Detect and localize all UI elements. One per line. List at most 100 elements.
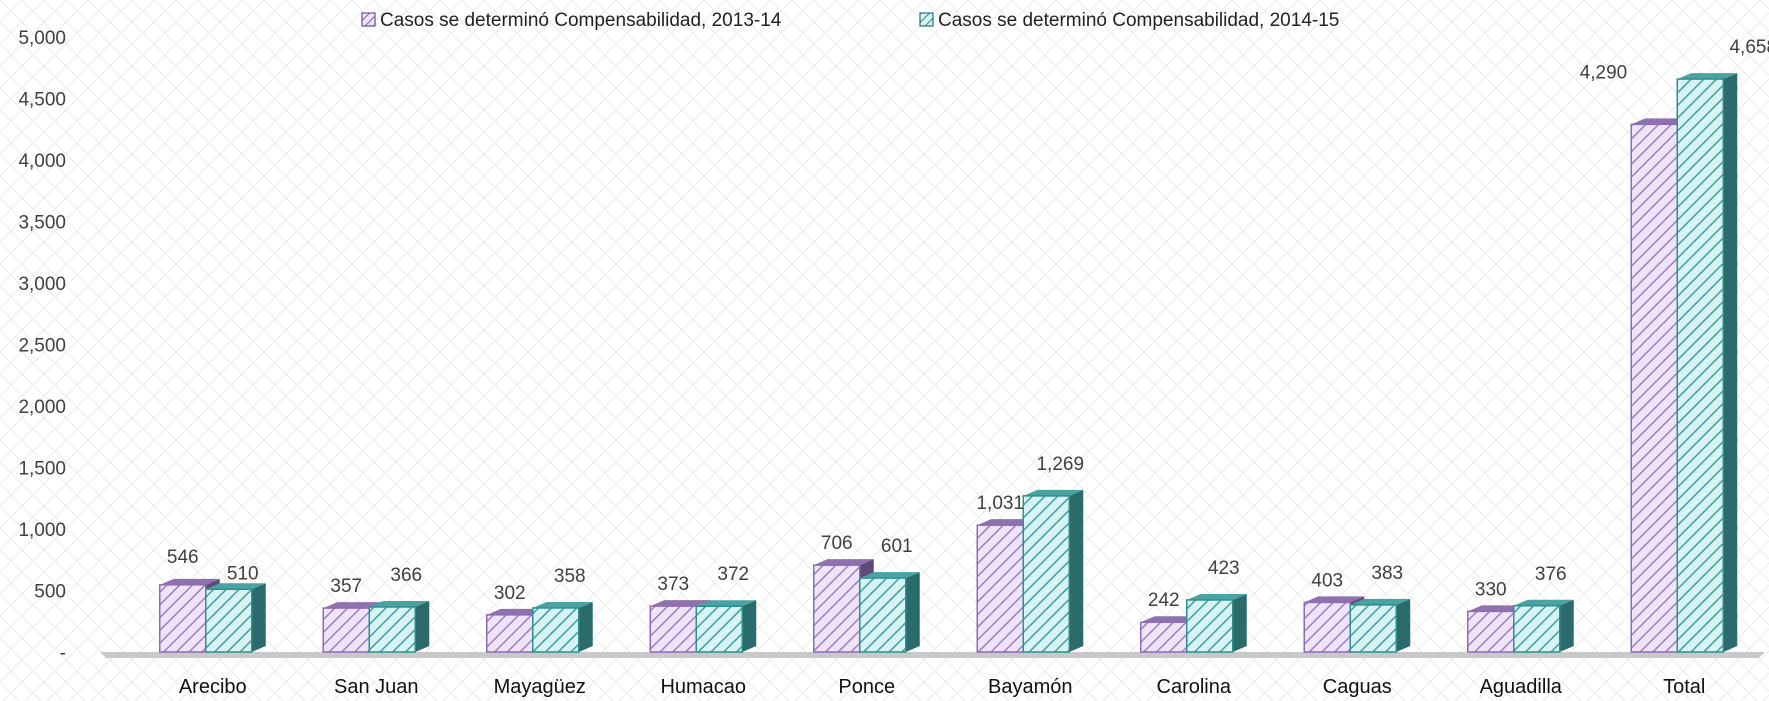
bar-top xyxy=(1467,605,1528,612)
bar xyxy=(205,583,266,653)
bar xyxy=(859,572,920,653)
bar-front xyxy=(1349,604,1397,653)
bar-top xyxy=(977,519,1038,526)
data-label: 366 xyxy=(390,565,422,586)
bar-front xyxy=(322,607,370,653)
bar-side xyxy=(1232,593,1247,652)
data-label: 403 xyxy=(1311,570,1343,591)
bar-top xyxy=(532,601,593,608)
bar-front xyxy=(532,607,580,653)
bar-side xyxy=(251,583,266,652)
bar-side xyxy=(578,601,593,652)
bar-side xyxy=(905,572,920,652)
x-tick-label: Ponce xyxy=(838,676,895,698)
bar-top xyxy=(1186,593,1247,600)
y-tick-label: 4,000 xyxy=(18,151,66,172)
bar-top xyxy=(696,600,757,607)
x-tick-label: Total xyxy=(1663,676,1705,698)
y-tick-label: 500 xyxy=(34,582,66,603)
bar-front xyxy=(486,614,534,653)
y-tick-label: 1,000 xyxy=(18,520,66,541)
bar-top xyxy=(323,602,384,609)
bar-front xyxy=(813,564,861,653)
data-label: 1,031 xyxy=(976,493,1024,514)
bar-side xyxy=(415,600,430,652)
y-tick-label: 2,500 xyxy=(18,336,66,357)
legend-label: Casos se determinó Compensabilidad, 2013… xyxy=(380,10,782,31)
legend-item: Casos se determinó Compensabilidad, 2013… xyxy=(361,10,782,31)
data-label: 423 xyxy=(1208,558,1240,579)
bar-front xyxy=(205,588,253,653)
bar-front xyxy=(1676,78,1724,653)
bar xyxy=(1676,73,1738,653)
bar-top xyxy=(1631,118,1692,125)
bar-side xyxy=(1069,489,1084,652)
bar-top xyxy=(813,559,874,566)
bar-top xyxy=(159,578,220,585)
bar-front xyxy=(1630,123,1678,653)
legend-swatch xyxy=(361,12,376,27)
bar-front xyxy=(1467,610,1515,653)
bar-top xyxy=(1140,616,1201,623)
bar-front xyxy=(1140,621,1188,653)
bar-front xyxy=(695,605,743,653)
data-label: 383 xyxy=(1371,563,1403,584)
x-tick-label: Mayagüez xyxy=(494,676,586,698)
legend-label: Casos se determinó Compensabilidad, 2014… xyxy=(938,10,1339,31)
bar-top xyxy=(1350,598,1411,605)
chart-floor xyxy=(100,652,1765,658)
data-label: 373 xyxy=(657,574,689,595)
data-label: 376 xyxy=(1535,564,1567,585)
y-tick-label: 3,500 xyxy=(18,213,66,234)
bar-top xyxy=(486,608,547,615)
x-tick-label: Bayamón xyxy=(988,676,1073,698)
data-label: 601 xyxy=(881,536,913,557)
data-label: 4,290 xyxy=(1580,62,1628,83)
bar-top xyxy=(1677,73,1738,80)
bar-top xyxy=(205,583,266,590)
bar-front xyxy=(859,577,907,653)
bar-side xyxy=(1559,599,1574,652)
y-tick-label: 1,500 xyxy=(18,459,66,480)
x-tick-label: Carolina xyxy=(1157,676,1232,698)
bar xyxy=(1513,599,1574,653)
data-label: 330 xyxy=(1475,579,1507,600)
y-tick-label: 5,000 xyxy=(18,28,66,49)
data-label: 510 xyxy=(227,563,259,584)
bar-front xyxy=(368,606,416,653)
data-label: 358 xyxy=(554,566,586,587)
bar xyxy=(532,601,593,653)
y-tick-label: - xyxy=(60,643,66,664)
legend-item: Casos se determinó Compensabilidad, 2014… xyxy=(919,10,1339,31)
bar-top xyxy=(1304,596,1365,603)
data-label: 4,658 xyxy=(1729,37,1769,58)
bar-side xyxy=(1396,598,1411,652)
x-tick-label: Caguas xyxy=(1323,676,1392,698)
bar xyxy=(368,600,430,653)
x-tick-label: San Juan xyxy=(334,676,419,698)
data-label: 242 xyxy=(1148,590,1180,611)
bar xyxy=(1186,593,1247,653)
data-label: 372 xyxy=(717,564,749,585)
x-tick-label: Aguadilla xyxy=(1480,676,1563,698)
data-label: 357 xyxy=(330,576,362,597)
bar xyxy=(1349,598,1411,653)
bar-top xyxy=(369,600,430,607)
data-label: 1,269 xyxy=(1036,454,1084,475)
x-tick-label: Arecibo xyxy=(179,676,247,698)
bar-top xyxy=(859,572,920,579)
bar-top xyxy=(650,600,711,607)
legend-swatch xyxy=(919,12,934,27)
bar-front xyxy=(976,524,1024,653)
y-tick-label: 3,000 xyxy=(18,274,66,295)
data-label: 546 xyxy=(167,547,199,568)
y-tick-label: 4,500 xyxy=(18,90,66,111)
data-label: 706 xyxy=(821,533,853,554)
y-tick-label: 2,000 xyxy=(18,397,66,418)
x-tick-label: Humacao xyxy=(660,676,746,698)
bar xyxy=(695,600,757,653)
bar-front xyxy=(1513,605,1561,653)
bar-top xyxy=(1513,599,1574,606)
